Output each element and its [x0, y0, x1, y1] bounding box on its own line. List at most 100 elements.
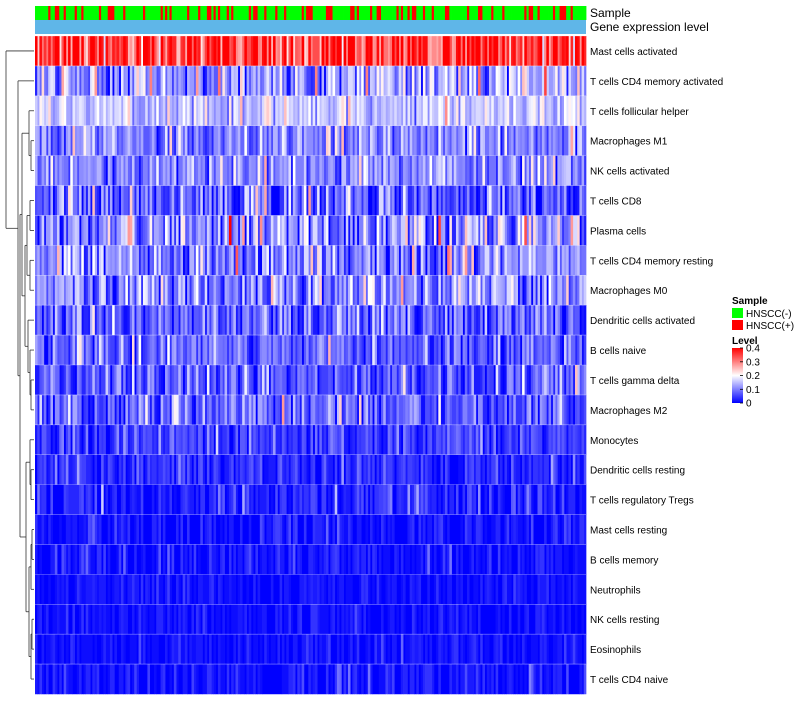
sample-annotation-cell — [559, 6, 563, 20]
sample-annotation-cell — [257, 6, 261, 20]
sample-annotation-cell — [356, 6, 360, 20]
heatmap-cell-group — [41, 634, 587, 665]
sample-annotation-cell — [222, 6, 225, 20]
sample-annotation-cell — [431, 6, 435, 20]
sample-annotation-cell — [228, 6, 232, 20]
sample-annotation-cell — [336, 6, 340, 20]
heatmap-cell-group — [246, 275, 576, 306]
sample-annotation-cell — [107, 6, 111, 20]
row-label: Macrophages M1 — [590, 137, 668, 148]
sample-annotation-cell — [292, 6, 296, 20]
sample-annotation-cell — [246, 6, 250, 20]
legend-level-ticks: 0 0.1 0.2 0.3 0.4 — [740, 344, 760, 410]
row-label: B cells naive — [590, 346, 647, 357]
heatmap-cell-group — [347, 185, 351, 216]
heatmap-row — [35, 215, 587, 246]
sample-annotation-cell — [317, 6, 320, 20]
heatmap-cell-group — [171, 394, 331, 426]
sample-annotation-cell — [259, 6, 263, 20]
heatmap-cell-group — [35, 305, 569, 336]
sample-annotation-cell — [550, 6, 554, 20]
heatmap-cell-group — [35, 245, 547, 276]
sample-annotation-cell — [321, 6, 325, 20]
sample-annotation-cell — [37, 6, 40, 20]
sample-annotation-cell — [425, 6, 428, 20]
sample-annotation-cell — [561, 6, 565, 20]
heatmap-cell-group — [341, 454, 344, 485]
heatmap-cell-group — [264, 185, 267, 216]
sample-annotation-cell — [394, 6, 397, 20]
sample-annotation-cell — [156, 6, 159, 20]
sample-annotation-cell — [522, 6, 525, 20]
heatmap-cell-group — [57, 245, 60, 276]
sample-annotation-cell — [422, 6, 426, 20]
heatmap-cell-group — [328, 335, 331, 366]
sample-annotation-cell — [552, 6, 556, 20]
heatmap-cell-group — [57, 155, 580, 186]
sample-annotation-cell — [519, 6, 523, 20]
heatmap-cell-group — [334, 484, 338, 515]
sample-annotation-cell — [193, 6, 197, 20]
heatmap-cell-group — [46, 245, 494, 276]
heatmap-cell-group — [39, 394, 42, 426]
sample-annotation-cell — [191, 6, 195, 20]
row-label: Monocytes — [590, 436, 638, 447]
heatmap-cell-group — [145, 394, 441, 426]
row-dendrogram — [5, 50, 34, 680]
sample-annotation-cell — [288, 6, 292, 20]
heatmap-cell-group — [158, 36, 161, 67]
row-label: Plasma cells — [590, 226, 646, 237]
sample-annotation-cell — [92, 6, 95, 20]
heatmap-cell-group — [444, 95, 448, 127]
row-label: Neutrophils — [590, 585, 641, 596]
heatmap-cell-group — [35, 394, 552, 426]
sample-annotation-cell — [471, 6, 474, 20]
heatmap-row — [35, 514, 587, 545]
sample-annotation-cell — [363, 6, 366, 20]
sample-annotation-cell — [264, 6, 267, 20]
row-label: T cells CD4 memory resting — [590, 256, 713, 267]
sample-annotation-cell — [303, 6, 307, 20]
heatmap-cell-group — [427, 544, 452, 575]
heatmap-cell-group — [65, 394, 558, 426]
heatmap-cell-group — [76, 215, 538, 246]
sample-annotation-cell — [482, 6, 486, 20]
sample-annotation-cell — [268, 6, 272, 20]
heatmap-row — [35, 95, 587, 127]
sample-annotation-cell — [154, 6, 157, 20]
sample-annotation-cell — [577, 6, 580, 20]
sample-annotation-cell — [169, 6, 173, 20]
sample-annotation-cell — [568, 6, 571, 20]
sample-annotation-cell — [85, 6, 89, 20]
heatmap-cell-group — [400, 275, 404, 306]
row-label: NK cells resting — [590, 615, 659, 626]
heatmap-cell-group — [41, 215, 552, 246]
sample-annotation-cell — [176, 6, 179, 20]
sample-annotation-cell — [497, 6, 501, 20]
sample-annotation-cell — [76, 6, 80, 20]
heatmap-cell-group — [570, 125, 574, 156]
sample-annotation-cell — [358, 6, 362, 20]
sample-annotation-cell — [537, 6, 541, 20]
heatmap-cell-group — [61, 215, 514, 246]
row-label: B cells memory — [590, 555, 658, 566]
sample-annotation-cell — [310, 6, 314, 20]
legend-swatch-hnscc-pos — [732, 320, 743, 330]
heatmap-cell-group — [41, 365, 565, 396]
sample-annotation-cell — [583, 6, 587, 20]
heatmap-cell-group — [35, 185, 587, 216]
heatmap-cell-group — [39, 454, 558, 485]
sample-annotation-cell — [116, 6, 120, 20]
sample-annotation-cell — [506, 6, 510, 20]
sample-annotation-cell — [555, 6, 558, 20]
sample-annotation-cell — [398, 6, 402, 20]
heatmap-row — [35, 424, 587, 456]
sample-annotation-cell — [140, 6, 144, 20]
heatmap-cell-group — [96, 36, 547, 67]
sample-annotation-cell — [217, 6, 221, 20]
heatmap-cell-group — [68, 544, 554, 575]
sample-annotation-cell — [72, 6, 76, 20]
heatmap-cell-group — [48, 305, 576, 336]
heatmap-cell-group — [524, 215, 527, 246]
